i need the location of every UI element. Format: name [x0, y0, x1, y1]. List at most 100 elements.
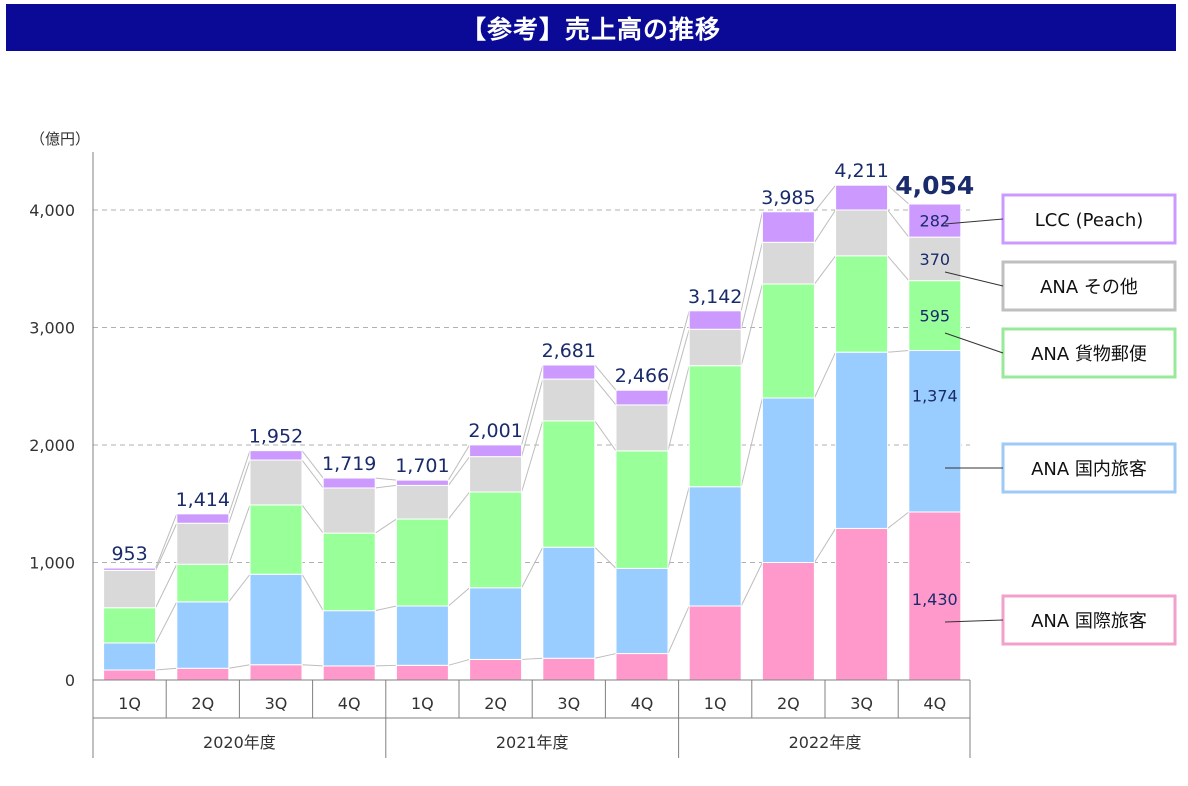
x-tick-label: 2Q — [777, 694, 800, 713]
bar-segment-other — [615, 404, 669, 452]
bar-segment-cargo — [908, 280, 962, 352]
bar-segment-intl — [615, 653, 669, 681]
segment-label-cargo: 595 — [920, 307, 951, 326]
connector-line — [887, 184, 910, 205]
connector-line — [594, 420, 617, 452]
connector-line — [301, 450, 324, 479]
bar-segment-dom — [322, 610, 376, 667]
x-tick-label: 1Q — [118, 694, 141, 713]
grid-lines — [93, 209, 970, 563]
connector-line — [375, 484, 397, 489]
legend-box — [1001, 442, 1177, 494]
total-label: 1,952 — [249, 426, 303, 448]
connector-line — [448, 658, 470, 666]
x-tick-label: 1Q — [704, 694, 727, 713]
legend-label: ANA その他 — [1040, 277, 1138, 298]
bar-segment-intl — [908, 511, 962, 681]
connector-line — [521, 378, 544, 457]
connector-line — [155, 601, 178, 644]
x-tick-label: 4Q — [631, 694, 654, 713]
connector-line — [667, 605, 690, 654]
bar-segment-lcc — [615, 389, 669, 406]
bar-segment-other — [469, 456, 523, 493]
bar-segment-cargo — [615, 450, 669, 569]
bar-segment-dom — [688, 486, 742, 607]
connector-line — [813, 528, 837, 563]
connector-line — [740, 283, 763, 366]
connector-line — [375, 605, 397, 612]
connector-line — [667, 310, 690, 391]
connector-line — [447, 456, 471, 486]
bar-segment-intl — [176, 667, 230, 681]
connector-line — [594, 546, 617, 569]
bar-segment-lcc — [322, 477, 376, 489]
bar-segment-cargo — [322, 532, 376, 612]
connector-line — [594, 653, 617, 659]
bar-segment-dom — [761, 397, 815, 563]
connector-line — [155, 523, 178, 571]
x-tick-label: 2Q — [191, 694, 214, 713]
total-label: 4,211 — [834, 160, 888, 182]
y-tick-label: 1,000 — [29, 554, 75, 573]
legend-label: ANA 国内旅客 — [1031, 459, 1147, 480]
bar-segment-intl — [249, 664, 303, 681]
connector-line — [155, 564, 178, 608]
total-label: 1,701 — [395, 455, 449, 477]
connector-line — [667, 486, 690, 569]
bar-segment-lcc — [103, 567, 157, 571]
bar-segment-cargo — [469, 491, 523, 589]
connector-lines — [155, 184, 910, 671]
connector-line — [740, 211, 763, 311]
connector-line — [667, 365, 690, 451]
connector-line — [301, 664, 324, 667]
connector-line — [887, 350, 909, 353]
total-label: 4,054 — [895, 171, 974, 200]
bar-segment-lcc — [395, 479, 449, 486]
bar-segment-lcc — [908, 203, 962, 238]
y-tick-label: 2,000 — [29, 436, 75, 455]
bar-segment-cargo — [176, 563, 230, 603]
segment-label-other: 370 — [920, 250, 951, 269]
legend-leader-line — [944, 218, 1004, 225]
connector-line — [228, 450, 251, 515]
total-label: 1,719 — [322, 453, 376, 475]
connector-line — [887, 255, 910, 281]
connector-line — [594, 364, 617, 391]
connector-line — [448, 587, 470, 607]
data-labels: 953 1,414 1,952 1,719 1,701 2,001 2,681 2,466 3,… — [111, 160, 974, 609]
segment-label-lcc: 282 — [920, 212, 951, 231]
legend-leader-line — [944, 332, 1004, 354]
legend-label: LCC (Peach) — [1035, 210, 1144, 231]
x-tick-label: 3Q — [557, 694, 580, 713]
bar-segment-cargo — [542, 420, 596, 548]
bar-segment-cargo — [835, 255, 889, 353]
connector-line — [228, 459, 251, 524]
connector-line — [228, 504, 251, 565]
connector-line — [448, 491, 470, 520]
axes: 0 1,000 2,000 3,000 4,000 1Q 2Q 3Q 4Q 1Q 2Q 3Q 4Q 1Q 2… — [29, 152, 971, 758]
bar-segment-dom — [395, 605, 449, 666]
bar-segment-dom — [249, 573, 303, 666]
page-title: 【参考】売上高の推移 — [460, 14, 721, 44]
connector-line — [887, 209, 910, 238]
bar-segment-dom — [908, 350, 962, 513]
bar-segment-lcc — [176, 513, 230, 524]
legend-box — [1001, 260, 1177, 312]
bar-segment-cargo — [395, 518, 449, 607]
bar-segment-cargo — [103, 607, 157, 644]
connector-line — [814, 184, 836, 213]
connector-line — [228, 573, 251, 603]
connector-line — [594, 378, 617, 406]
bar-segment-dom — [469, 587, 523, 660]
x-tick-label: 2Q — [484, 694, 507, 713]
connector-line — [447, 444, 471, 481]
legend-leader-line — [944, 271, 1004, 287]
total-label: 1,414 — [176, 489, 230, 511]
connector-line — [887, 511, 910, 529]
bar-segment-intl — [835, 527, 889, 681]
connector-line — [228, 664, 251, 669]
bar-segment-other — [761, 241, 815, 285]
bar-segment-lcc — [469, 444, 523, 458]
connector-line — [155, 513, 178, 569]
